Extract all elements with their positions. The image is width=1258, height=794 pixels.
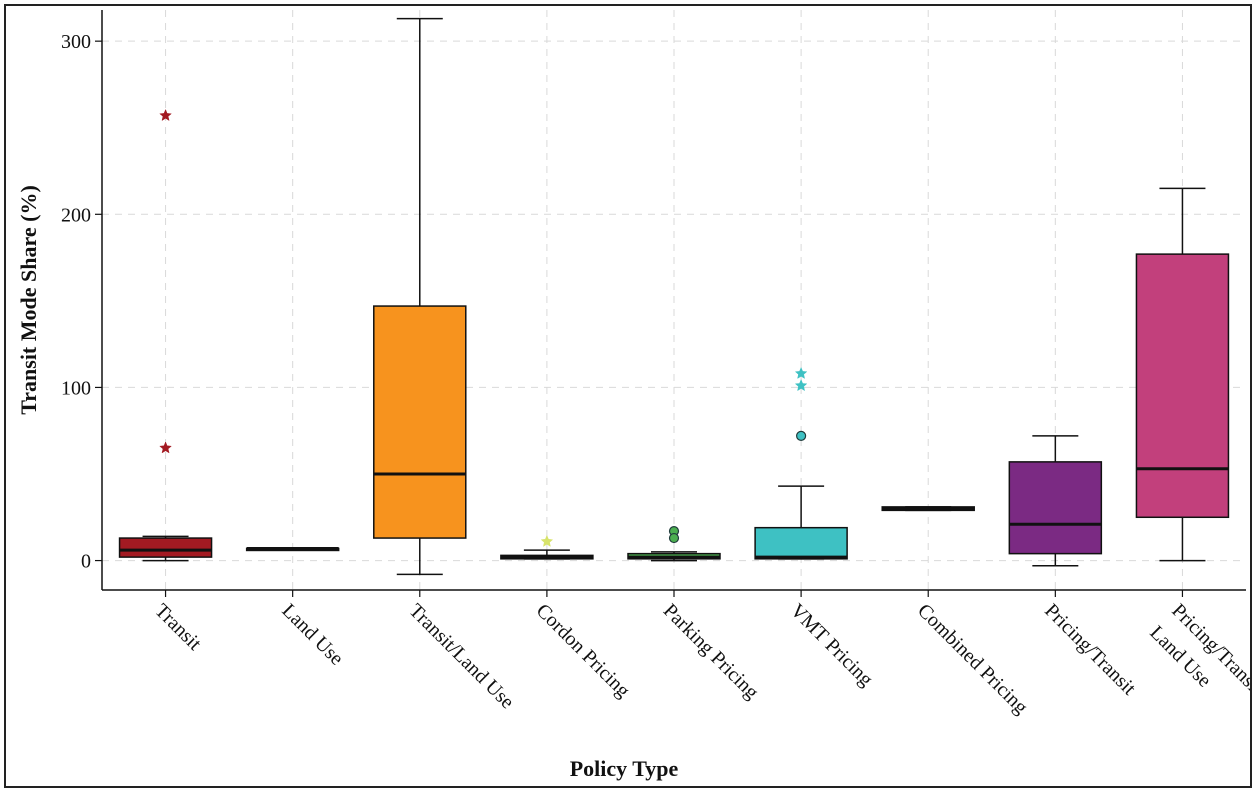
- box-3: [500, 534, 594, 560]
- box-8: [1135, 187, 1230, 562]
- box-2: [373, 17, 467, 576]
- outlier-circle: [668, 532, 680, 544]
- box-1: [245, 546, 340, 552]
- box-7: [1008, 435, 1103, 567]
- outlier-star: [159, 441, 172, 454]
- outlier-star: [540, 534, 554, 547]
- outlier-circle: [796, 430, 807, 442]
- x-tick-label: Cordon Pricing: [532, 600, 634, 702]
- y-tick-label: 300: [61, 31, 91, 53]
- box-iqr: [1008, 461, 1103, 555]
- box-iqr: [373, 305, 467, 539]
- x-tick-label: Combined Pricing: [913, 600, 1032, 719]
- box-iqr: [118, 537, 213, 558]
- x-tick-label: Pricing/Transit: [1040, 600, 1140, 700]
- chart-frame: 0 100 200 300 Transit Land Use Transit/Land Us…: [4, 4, 1258, 788]
- box-layer: [118, 17, 1230, 576]
- box-6: [881, 506, 975, 512]
- axis-layer: 0 100 200 300 Transit Land Use Transit/Land Us…: [61, 10, 1258, 719]
- y-tick-label: 0: [81, 551, 91, 573]
- box-4: [627, 526, 721, 562]
- x-tick-label: Land Use: [278, 600, 348, 670]
- x-axis-title: Policy Type: [570, 756, 679, 781]
- y-tick-label: 100: [61, 377, 91, 399]
- x-tick-label: VMT Pricing: [786, 600, 877, 691]
- x-tick-label: Transit/Land Use: [405, 600, 519, 714]
- y-tick-label: 200: [61, 204, 91, 226]
- x-tick-label: Transit: [150, 600, 205, 655]
- box-5: [754, 366, 848, 560]
- outlier-star: [794, 379, 808, 392]
- box-iqr: [1135, 253, 1230, 519]
- y-axis-title: Transit Mode Share (%): [16, 185, 41, 415]
- outlier-star: [794, 366, 808, 379]
- box-0: [118, 108, 213, 562]
- boxplot-chart: 0 100 200 300 Transit Land Use Transit/Land Us…: [16, 10, 1258, 781]
- box-iqr: [754, 526, 848, 560]
- outlier-star: [159, 108, 172, 122]
- x-tick-label: Parking Pricing: [659, 600, 763, 704]
